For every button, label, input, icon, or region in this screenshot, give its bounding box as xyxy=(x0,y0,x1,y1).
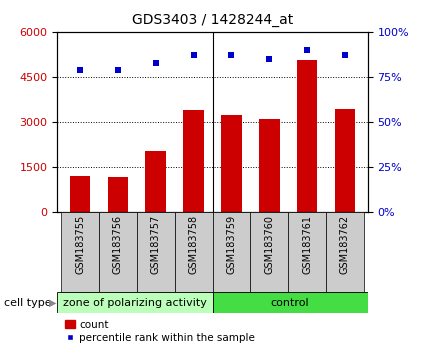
Point xyxy=(304,47,311,53)
Text: GSM183758: GSM183758 xyxy=(189,215,198,274)
Bar xyxy=(221,115,242,212)
Text: GSM183756: GSM183756 xyxy=(113,215,123,274)
Text: cell type: cell type xyxy=(4,298,55,308)
Bar xyxy=(57,292,212,313)
FancyBboxPatch shape xyxy=(326,212,364,292)
Text: ▶: ▶ xyxy=(49,298,57,308)
Text: GSM183760: GSM183760 xyxy=(264,215,274,274)
Text: control: control xyxy=(271,298,309,308)
Text: zone of polarizing activity: zone of polarizing activity xyxy=(63,298,207,308)
Text: GSM183761: GSM183761 xyxy=(302,215,312,274)
FancyBboxPatch shape xyxy=(175,212,212,292)
Point xyxy=(152,60,159,65)
FancyBboxPatch shape xyxy=(137,212,175,292)
Point xyxy=(76,67,83,73)
Legend: count, percentile rank within the sample: count, percentile rank within the sample xyxy=(60,315,259,347)
Bar xyxy=(334,109,355,212)
FancyBboxPatch shape xyxy=(250,212,288,292)
Bar xyxy=(70,176,91,212)
Point xyxy=(114,67,121,73)
Bar xyxy=(183,110,204,212)
Text: GSM183757: GSM183757 xyxy=(151,215,161,274)
Bar xyxy=(259,119,280,212)
FancyBboxPatch shape xyxy=(288,212,326,292)
Point xyxy=(190,52,197,58)
FancyBboxPatch shape xyxy=(61,212,99,292)
Bar xyxy=(212,292,368,313)
Title: GDS3403 / 1428244_at: GDS3403 / 1428244_at xyxy=(132,13,293,27)
Point xyxy=(228,52,235,58)
Bar xyxy=(297,61,317,212)
Text: GSM183755: GSM183755 xyxy=(75,215,85,274)
FancyBboxPatch shape xyxy=(212,212,250,292)
Bar xyxy=(145,151,166,212)
Bar xyxy=(108,177,128,212)
Point xyxy=(266,56,273,62)
Text: GSM183759: GSM183759 xyxy=(227,215,236,274)
Point xyxy=(342,52,348,58)
FancyBboxPatch shape xyxy=(99,212,137,292)
Text: GSM183762: GSM183762 xyxy=(340,215,350,274)
